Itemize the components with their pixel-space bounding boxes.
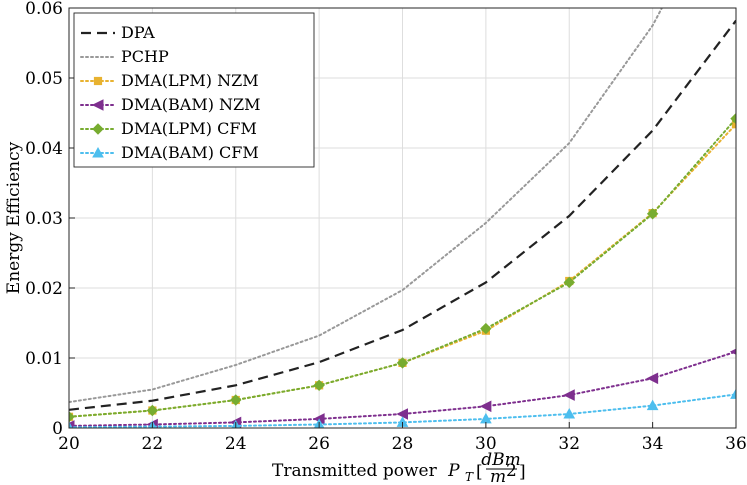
legend-entry: PCHP: [80, 47, 169, 66]
legend-label: DMA(BAM) CFM: [121, 143, 259, 162]
legend-label: DMA(LPM) NZM: [121, 71, 259, 90]
x-tick-label: 22: [142, 434, 164, 454]
x-axis-label-text: Transmitted power: [272, 461, 438, 481]
series-1: [69, 8, 664, 404]
legend-entry: DMA(BAM) CFM: [80, 143, 259, 162]
legend-marker: [92, 146, 104, 158]
data-point: [396, 357, 409, 369]
data-point: [730, 388, 736, 399]
legend-label: DMA(LPM) CFM: [121, 119, 257, 138]
series-0: [69, 19, 736, 411]
legend-label: DMA(BAM) NZM: [121, 95, 261, 114]
x-axis-unit-bracket-open: [: [476, 462, 483, 482]
tick-labels: 20 22 24 26 28 30 32 34 36 0 0.01 0.02 0.03 0.04 0.05 0…: [25, 0, 747, 454]
data-point: [646, 399, 659, 411]
data-point: [646, 372, 659, 385]
series-line: [69, 117, 736, 418]
x-axis-label: Transmitted power P T: [272, 461, 474, 484]
data-point: [563, 407, 576, 419]
y-tick-label: 0.06: [25, 0, 63, 19]
data-point: [313, 379, 325, 392]
x-tick-label: 34: [642, 434, 664, 454]
x-axis-unit: [ dBm m 2 ]: [476, 450, 526, 485]
x-tick-label: 26: [308, 434, 330, 454]
x-axis-unit-denominator: m: [490, 467, 506, 485]
data-point: [729, 348, 736, 355]
x-tick-label: 20: [58, 434, 80, 454]
x-axis-unit-numerator: dBm: [481, 450, 521, 470]
legend-marker: [93, 76, 103, 86]
x-axis-label-subscript: T: [465, 470, 474, 484]
data-point: [230, 394, 242, 406]
y-axis-label: Energy Efficiency: [4, 141, 24, 294]
data-point: [563, 276, 575, 289]
y-tick-label: 0.03: [25, 209, 63, 229]
series-line: [69, 19, 736, 411]
x-tick-label: 30: [475, 434, 497, 454]
data-point: [730, 112, 736, 125]
x-tick-label: 28: [392, 434, 414, 454]
legend-entry: DMA(BAM) NZM: [80, 95, 261, 114]
data-point: [479, 400, 492, 413]
legend: DPA PCHP DMA(LPM) NZM DMA(BAM) NZM DMA(LPM) …: [73, 12, 315, 168]
data-point: [646, 208, 659, 220]
data-point: [563, 389, 575, 401]
x-axis-unit-exponent: 2: [506, 461, 517, 481]
data-point: [69, 421, 73, 428]
y-tick-label: 0.01: [25, 349, 63, 369]
grid-lines: [68, 7, 737, 429]
series-4: [69, 112, 736, 423]
series-line: [69, 393, 736, 428]
legend-entry: DMA(LPM) NZM: [80, 71, 259, 90]
x-tick-label: 36: [725, 434, 747, 454]
y-tick-label: 0.05: [25, 69, 63, 89]
legend-label: PCHP: [121, 47, 169, 66]
legend-entry: DPA: [81, 23, 155, 42]
legend-entry: DMA(LPM) CFM: [80, 119, 257, 138]
legend-marker: [92, 123, 104, 135]
legend-marker: [91, 99, 104, 111]
y-tick-label: 0.04: [25, 139, 63, 159]
data-point: [69, 411, 75, 423]
legend-box: [73, 12, 315, 168]
legend-label: DPA: [121, 23, 155, 42]
data-point: [146, 404, 159, 417]
x-axis-unit-bracket-close: ]: [519, 462, 526, 482]
y-tick-label: 0: [52, 419, 63, 439]
x-tick-label: 32: [558, 434, 580, 454]
series-line: [69, 8, 664, 404]
series-line: [69, 350, 736, 427]
x-axis-label-symbol: P: [447, 461, 460, 481]
y-tick-label: 0.02: [25, 279, 63, 299]
data-point: [480, 322, 492, 335]
x-tick-label: 24: [225, 434, 247, 454]
